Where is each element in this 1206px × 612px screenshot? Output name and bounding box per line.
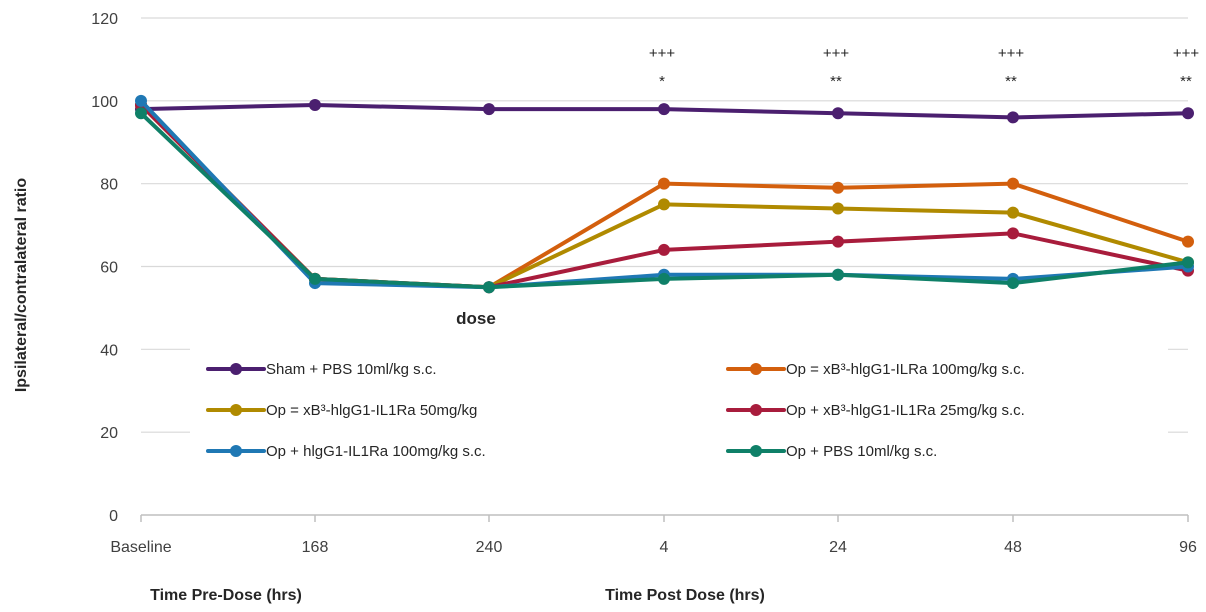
significance-annotation: ** [1005,73,1017,90]
x-group-label: Time Pre-Dose (hrs) [150,587,302,604]
legend-marker [750,445,762,457]
data-point [135,107,147,120]
y-tick-label: 100 [91,94,118,111]
axes: 0 20 40 60 80 100 120 Baseline 168 240 4 24 48 96 Time… [91,11,1197,604]
significance-annotation: +++ [998,45,1025,62]
data-point [1182,107,1194,120]
data-point [832,202,844,215]
data-point [658,243,670,256]
significance-annotation: * [659,73,665,90]
series-line [135,94,1194,294]
data-point [832,181,844,194]
data-point [1182,256,1194,269]
x-tick-label: 24 [829,539,847,556]
legend-label: Sham + PBS 10ml/kg s.c. [266,361,437,378]
significance-annotation: ** [830,73,842,90]
legend-item: Sham + PBS 10ml/kg s.c. [206,361,437,378]
x-tick-label: 48 [1004,539,1022,556]
significance-annotation: +++ [649,45,676,62]
significance-annotation: +++ [823,45,850,62]
data-point [658,177,670,190]
series-line [135,98,1194,294]
x-tick-label: Baseline [110,539,171,556]
series-line [135,98,1194,294]
data-point [1007,277,1019,290]
legend-label: Op = xB³-hlgG1-IL1Ra 50mg/kg [266,402,477,419]
x-tick-label: 4 [660,539,669,556]
series-line [135,98,1194,294]
legend: Sham + PBS 10ml/kg s.c. Op = xB³-hlgG1-IL… [190,346,1190,470]
x-tick-label: 168 [302,539,329,556]
data-point [832,268,844,281]
data-point [1007,227,1019,240]
legend-label: Op + xB³-hlgG1-IL1Ra 25mg/kg s.c. [786,402,1025,419]
series-line [135,107,1194,294]
legend-item: Op + PBS 10ml/kg s.c. [726,443,937,460]
data-point [483,103,495,116]
legend-item: Op + hlgG1-IL1Ra 100mg/kg s.c. [206,443,486,460]
data-point [135,94,147,107]
legend-label: Op + hlgG1-IL1Ra 100mg/kg s.c. [266,443,486,460]
legend-label: Op + PBS 10ml/kg s.c. [786,443,937,460]
x-tick-label: 240 [476,539,503,556]
legend-item: Op = xB³-hlgG1-IL1Ra 50mg/kg [206,402,477,419]
significance-annotation: ** [1180,73,1192,90]
data-point [658,103,670,116]
annotations: +++ * +++ ** +++ ** +++ ** [649,45,1200,90]
series-line [135,98,1194,124]
data-point [1007,111,1019,124]
y-tick-label: 20 [100,425,118,442]
legend-item: Op = xB³-hlgG1-ILRa 100mg/kg s.c. [726,361,1025,378]
data-point [1182,235,1194,248]
legend-marker [230,363,242,375]
data-point [309,98,321,111]
legend-marker [750,404,762,416]
data-point [309,272,321,285]
data-point [1007,177,1019,190]
y-tick-label: 60 [100,260,118,277]
legend-marker [750,363,762,375]
data-point [658,198,670,211]
data-point [832,107,844,120]
y-axis-title: Ipsilateral/contralateral ratio [13,178,30,393]
dose-label: dose [456,309,496,328]
legend-box [190,346,1190,470]
x-tick-label: 96 [1179,539,1197,556]
y-tick-label: 0 [109,508,118,525]
x-group-label: Time Post Dose (hrs) [605,587,765,604]
legend-label: Op = xB³-hlgG1-ILRa 100mg/kg s.c. [786,361,1025,378]
y-tick-label: 120 [91,11,118,28]
legend-marker [230,445,242,457]
significance-annotation: +++ [1173,45,1200,62]
series-path [139,102,1190,290]
y-tick-label: 40 [100,342,118,359]
data-point [658,272,670,285]
series-lines [135,94,1194,294]
data-point [832,235,844,248]
data-point [1007,206,1019,219]
data-point [483,281,495,294]
legend-marker [230,404,242,416]
legend-item: Op + xB³-hlgG1-IL1Ra 25mg/kg s.c. [726,402,1025,419]
y-tick-label: 80 [100,177,118,194]
